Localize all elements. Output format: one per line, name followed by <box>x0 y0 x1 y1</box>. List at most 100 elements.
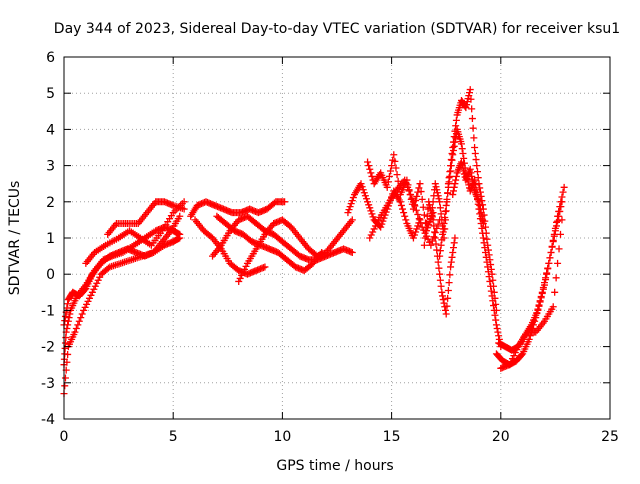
data-point <box>452 172 460 180</box>
data-point <box>396 198 404 206</box>
y-tick-label: -4 <box>41 412 55 428</box>
data-point <box>485 273 493 281</box>
data-point <box>444 286 452 294</box>
data-point <box>401 176 409 184</box>
data-point <box>65 314 73 322</box>
data-point <box>448 150 456 158</box>
data-point <box>436 204 444 212</box>
data-point <box>421 234 429 242</box>
data-point <box>414 210 422 218</box>
data-point <box>457 158 465 166</box>
chart-title: Day 344 of 2023, Sidereal Day-to-day VTE… <box>54 21 620 37</box>
data-point <box>486 277 494 285</box>
data-point <box>412 206 420 214</box>
data-point <box>550 230 558 238</box>
data-point <box>418 223 426 231</box>
data-point <box>428 213 436 221</box>
data-point <box>440 220 448 228</box>
data-point <box>441 213 449 221</box>
data-point <box>436 270 444 278</box>
data-point <box>476 205 484 213</box>
data-point <box>558 216 566 224</box>
data-point <box>495 332 503 340</box>
y-tick-label: 4 <box>46 122 55 138</box>
data-point <box>443 195 451 203</box>
data-point <box>466 86 474 94</box>
data-point <box>452 176 460 184</box>
data-point <box>556 203 564 211</box>
x-tick-label: 0 <box>60 429 69 445</box>
data-point <box>439 230 447 238</box>
series-arc-j <box>261 227 356 264</box>
data-point <box>63 358 71 366</box>
data-point <box>84 297 92 305</box>
data-point <box>391 157 399 165</box>
y-tick-label: 2 <box>46 195 55 211</box>
data-point <box>552 218 560 226</box>
data-point <box>377 223 385 231</box>
data-point <box>180 198 188 206</box>
data-point <box>442 310 450 318</box>
data-point <box>438 288 446 296</box>
y-tick-label: 5 <box>46 86 55 102</box>
data-point <box>96 273 104 281</box>
data-point <box>427 216 435 224</box>
data-point <box>487 282 495 290</box>
data-point <box>458 145 466 153</box>
series-arc-g <box>191 216 269 278</box>
data-point <box>399 205 407 213</box>
data-point <box>87 291 95 299</box>
data-point <box>61 374 69 382</box>
data-point <box>483 235 491 243</box>
tick-layer: 0 5 10 15 20 25 -4 -3 -2 -1 0 1 2 3 4 5 6 <box>41 50 619 445</box>
data-point <box>238 271 246 279</box>
data-point <box>462 104 470 112</box>
data-point <box>481 244 489 252</box>
data-point <box>236 274 244 282</box>
data-point <box>235 277 243 285</box>
data-point <box>452 116 460 124</box>
data-point <box>452 122 460 130</box>
data-point <box>397 201 405 209</box>
data-point <box>416 216 424 224</box>
data-point <box>436 276 444 284</box>
data-point <box>466 165 474 173</box>
data-point <box>437 282 445 290</box>
data-point <box>365 201 373 209</box>
data-point <box>472 156 480 164</box>
data-point <box>435 264 443 272</box>
data-point <box>525 335 533 343</box>
x-tick-label: 20 <box>492 429 510 445</box>
data-point <box>447 162 455 170</box>
data-point <box>488 292 496 300</box>
data-point <box>484 263 492 271</box>
data-point <box>474 168 482 176</box>
data-point <box>63 325 71 332</box>
data-point <box>446 172 454 180</box>
data-point <box>534 306 542 314</box>
data-point <box>430 233 438 241</box>
x-axis-label: GPS time / hours <box>276 458 393 474</box>
data-point <box>445 279 453 287</box>
data-point <box>537 294 545 302</box>
data-point <box>548 242 556 250</box>
data-point <box>346 203 354 211</box>
data-point <box>559 188 567 196</box>
data-point <box>557 198 565 206</box>
x-tick-label: 15 <box>383 429 401 445</box>
data-point <box>554 212 562 220</box>
data-point <box>369 213 377 221</box>
data-point <box>465 89 473 97</box>
data-point <box>387 167 395 175</box>
data-point <box>492 316 500 324</box>
y-tick-label: -3 <box>41 376 55 392</box>
data-point <box>551 224 559 232</box>
data-point <box>241 265 249 273</box>
data-point <box>484 268 492 276</box>
series-arc-b <box>60 234 184 398</box>
data-point <box>429 198 437 206</box>
data-layer <box>60 86 568 398</box>
data-point <box>404 183 412 191</box>
data-point <box>449 144 457 151</box>
